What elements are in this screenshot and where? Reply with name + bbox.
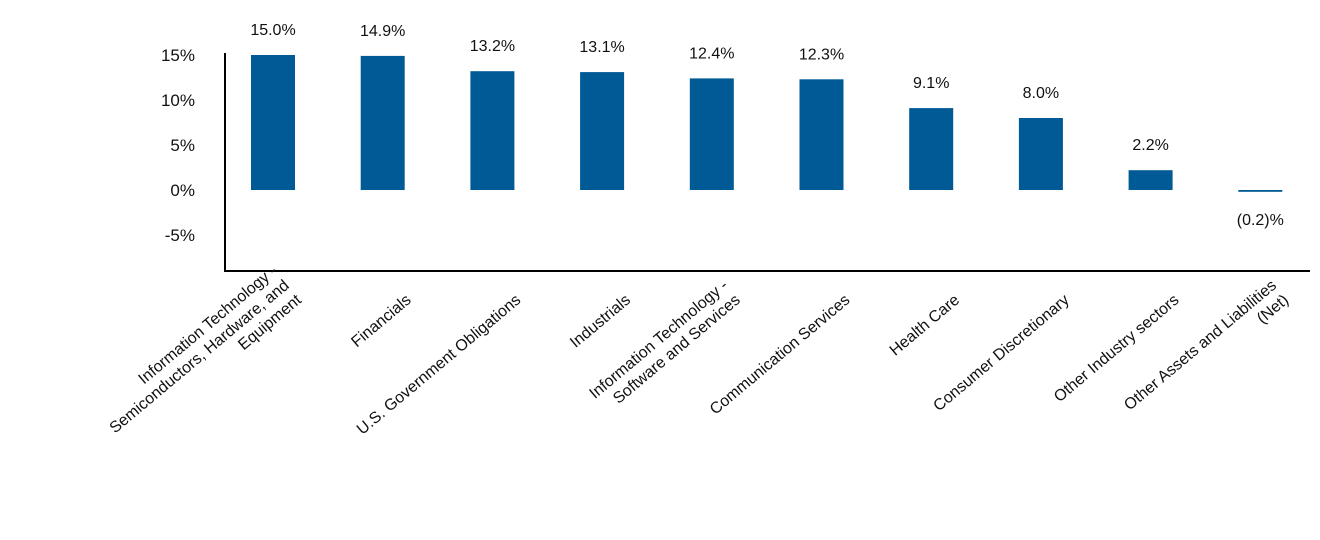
category-label-line: Other Industry sectors [1051,292,1182,406]
category-label: Other Assets and Liabilities(Net) [1121,277,1292,429]
bar [1128,170,1173,190]
bar-data-label: 15.0% [250,22,295,39]
bar-data-label: 14.9% [360,23,405,40]
y-axis-tick-labels: -5% 0% 5% 10% 15% [161,46,195,245]
bar-data-label: 8.0% [1023,85,1059,102]
category-label-line: Industrials [567,292,634,352]
data-labels: 15.0% 14.9% 13.2% 13.1% 12.4% 12.3% 9.1% 8.0% 2.… [250,22,1284,229]
x-axis-category-labels: Information Technology - Semiconductors, … [94,262,1293,451]
y-tick-label: 10% [161,91,195,110]
bar-data-label: 9.1% [913,75,949,92]
y-tick-label: -5% [165,226,195,245]
y-tick-label: 15% [161,46,195,65]
bar-data-label: 13.2% [470,38,515,55]
bar [799,79,844,190]
bar [909,108,954,190]
category-label-line: Semiconductors, Hardware, and [107,277,293,437]
category-label: Financials [348,292,414,351]
bar-data-label: 12.4% [689,45,734,62]
category-label-line: Other Assets and Liabilities [1121,277,1280,414]
category-label: Health Care [887,292,963,360]
bar [1018,118,1063,190]
category-label: Information Technology -Semiconductors, … [94,262,305,451]
bar-data-label: 2.2% [1132,137,1168,154]
y-tick-label: 5% [170,136,195,155]
bar [251,55,295,190]
bar [1238,190,1283,192]
bars [251,55,1283,192]
bar-data-label: 13.1% [579,39,624,56]
bar [689,78,734,190]
category-label-line: Financials [348,292,414,351]
category-label-line: Information Technology - [587,277,732,402]
bar-data-label: (0.2)% [1237,212,1284,229]
category-label-line: Health Care [887,292,963,360]
bar-data-label: 12.3% [799,46,844,63]
category-label: Industrials [567,292,634,352]
category-label: Other Industry sectors [1051,292,1182,406]
bar [360,55,405,191]
bar [470,71,515,190]
bar [580,72,625,190]
y-tick-label: 0% [170,181,195,200]
